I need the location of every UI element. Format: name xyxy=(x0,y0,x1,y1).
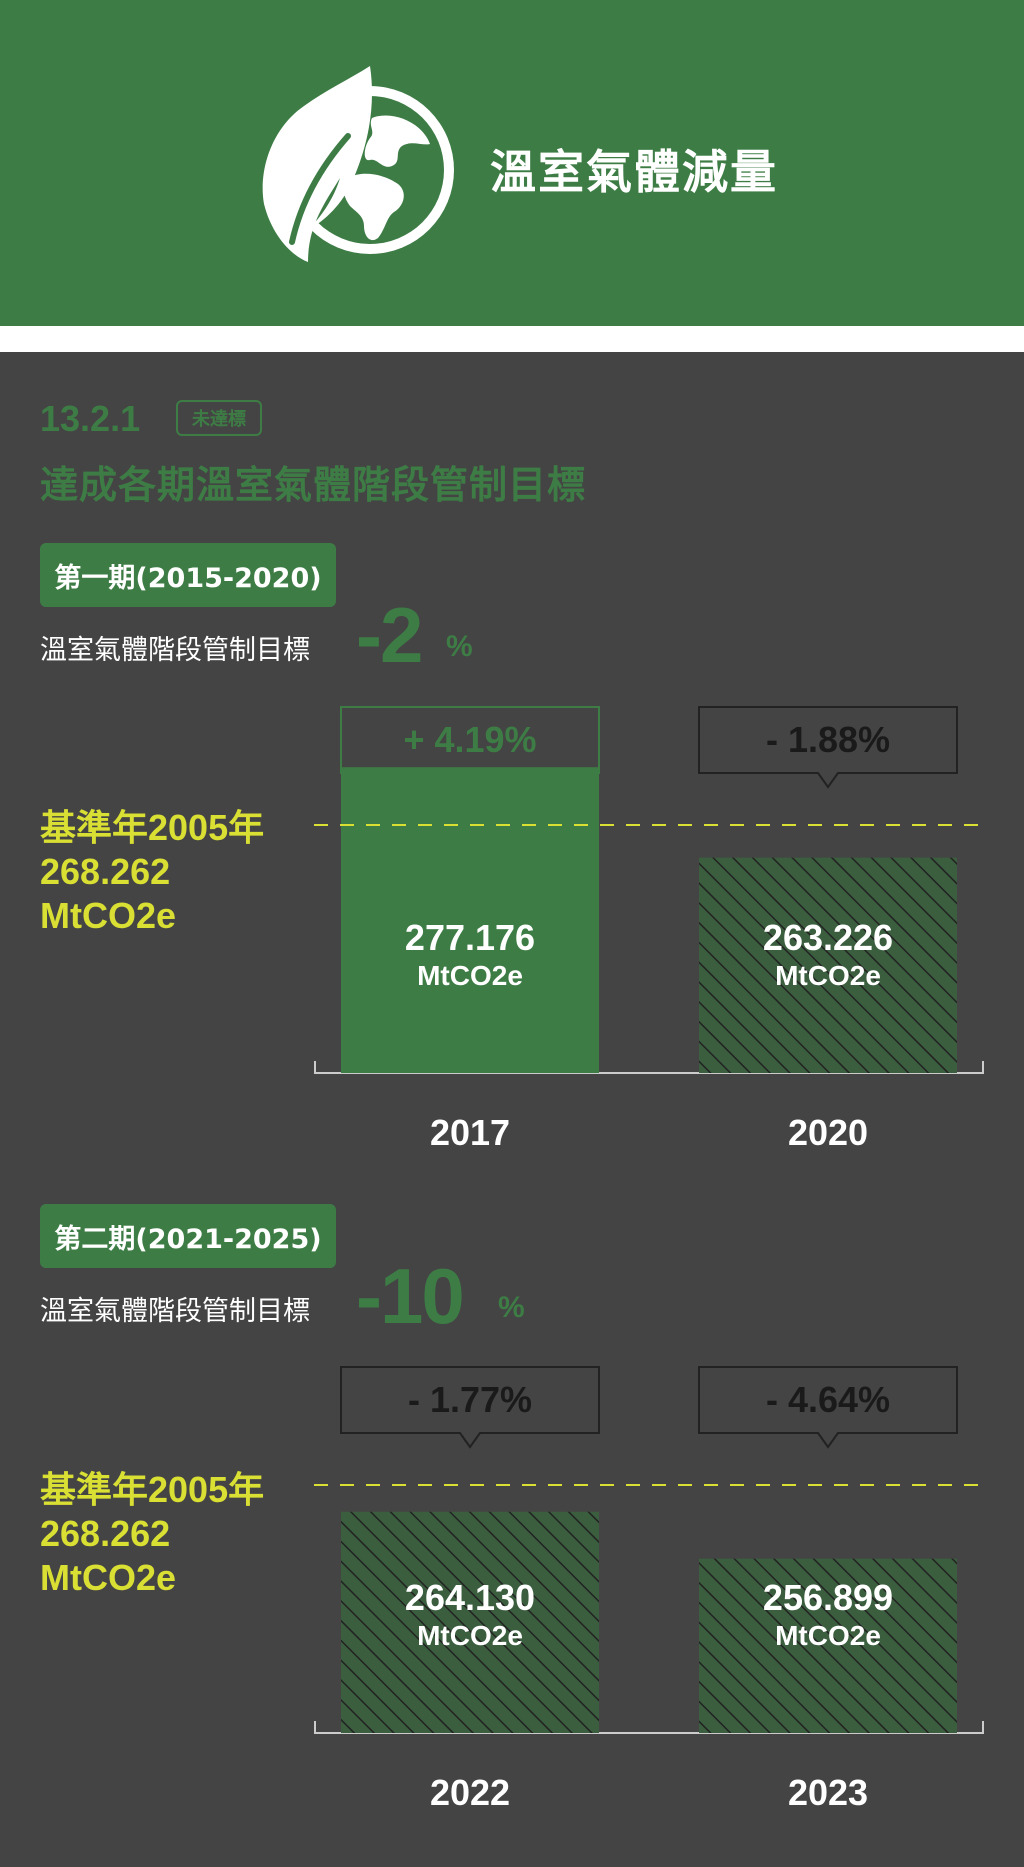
baseline-year: 基準年2005年 xyxy=(40,807,265,848)
period-2-target-value: -10 xyxy=(356,1252,465,1340)
x-tick-label: 2020 xyxy=(788,1112,868,1153)
change-callout xyxy=(698,706,958,789)
period-2-baseline-label: 基準年2005年 268.262 MtCO2e xyxy=(40,1468,264,1600)
baseline-unit: MtCO2e xyxy=(40,1557,177,1598)
goal-title: 達成各期溫室氣體階段管制目標 xyxy=(40,463,587,507)
bar-unit-label: MtCO2e xyxy=(417,960,523,991)
x-tick-label: 2022 xyxy=(430,1772,510,1813)
bar-2023 xyxy=(699,1558,957,1733)
bar-2022 xyxy=(341,1511,599,1733)
x-tick-label: 2023 xyxy=(788,1772,868,1813)
bar-value-label: 264.130 xyxy=(405,1577,535,1618)
bar-value-label: 263.226 xyxy=(763,917,893,958)
period-1-target-value: -2 xyxy=(356,591,423,679)
period-2-tag: 第二期(2021-2025) xyxy=(40,1204,336,1268)
change-callout xyxy=(698,1366,958,1449)
period-2-target-label: 溫室氣體階段管制目標 xyxy=(40,1296,310,1327)
goal-number: 13.2.1 xyxy=(40,398,141,439)
period-1-target-label: 溫室氣體階段管制目標 xyxy=(40,635,310,666)
baseline-value: 268.262 xyxy=(40,1513,171,1554)
baseline-value: 268.262 xyxy=(40,851,171,892)
status-badge: 未達標 xyxy=(176,400,262,436)
change-label: - 1.88% xyxy=(766,719,890,760)
change-label: - 1.77% xyxy=(408,1379,532,1420)
bar-value-label: 277.176 xyxy=(405,917,535,958)
bar-unit-label: MtCO2e xyxy=(775,960,881,991)
change-callout xyxy=(340,1366,600,1449)
bar-2017 xyxy=(341,767,599,1073)
baseline-year: 基準年2005年 xyxy=(40,1469,265,1510)
earth-leaf-icon xyxy=(262,66,454,262)
change-label: - 4.64% xyxy=(766,1379,890,1420)
change-label: + 4.19% xyxy=(403,719,536,760)
change-callout xyxy=(340,706,600,789)
period-2-target-unit: % xyxy=(498,1291,525,1324)
period-1-target-unit: % xyxy=(446,630,473,663)
bar-unit-label: MtCO2e xyxy=(417,1620,523,1651)
page-title: 溫室氣體減量 xyxy=(490,145,778,199)
period-1-baseline-label: 基準年2005年 268.262 MtCO2e xyxy=(40,806,264,938)
bar-unit-label: MtCO2e xyxy=(775,1620,881,1651)
bar-2020 xyxy=(699,857,957,1073)
period-1-tag: 第一期(2015-2020) xyxy=(40,543,336,607)
bar-value-label: 256.899 xyxy=(763,1577,893,1618)
baseline-unit: MtCO2e xyxy=(40,895,177,936)
x-tick-label: 2017 xyxy=(430,1112,510,1153)
header-banner: 溫室氣體減量 xyxy=(0,0,1024,326)
